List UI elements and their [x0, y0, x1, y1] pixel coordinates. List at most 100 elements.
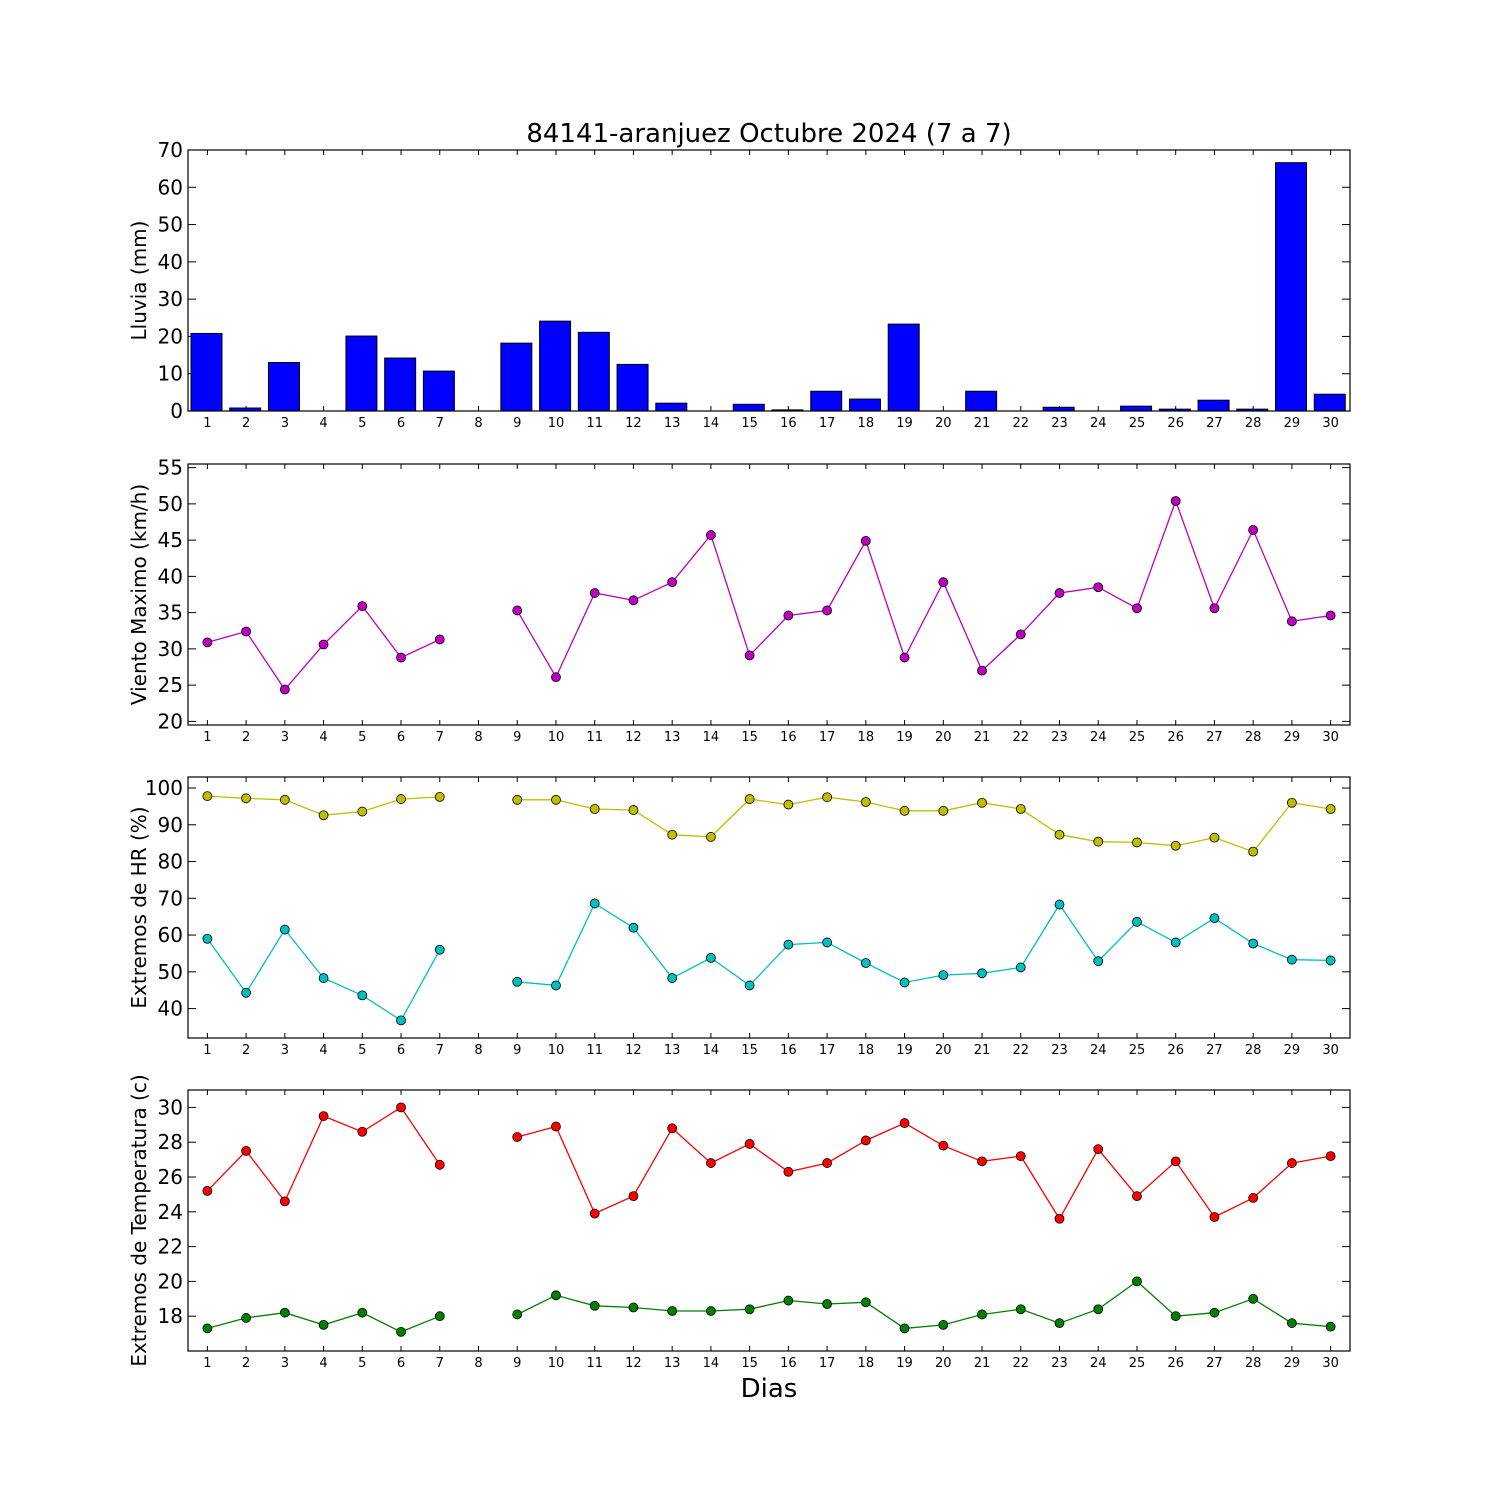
x-tick-label: 15	[741, 730, 758, 745]
plot-frame	[187, 463, 1351, 726]
x-tick-label: 11	[586, 416, 603, 431]
x-tick-label: 23	[1051, 416, 1068, 431]
y-tick-label: 10	[158, 362, 183, 386]
y-tick-label: 40	[158, 250, 183, 274]
series-line	[517, 902, 1331, 987]
x-tick-label: 4	[319, 730, 327, 745]
data-point	[783, 1295, 794, 1306]
data-point	[1325, 804, 1336, 814]
data-point	[628, 1302, 639, 1313]
data-point	[783, 799, 794, 810]
x-tick-label: 26	[1167, 1356, 1184, 1371]
y-tick-label: 20	[158, 709, 183, 733]
y-tick-label: 70	[158, 138, 183, 162]
data-point	[202, 1186, 213, 1196]
data-point	[1248, 1192, 1259, 1203]
x-tick-label: 19	[896, 1356, 913, 1371]
x-tick-label: 21	[974, 1043, 991, 1058]
x-tick-label: 10	[548, 730, 565, 745]
data-point	[977, 1309, 987, 1320]
data-point	[1015, 629, 1026, 640]
data-point	[512, 976, 523, 987]
y-tick-label: 70	[158, 886, 183, 910]
data-point	[279, 1196, 290, 1207]
y-tick-label: 20	[158, 324, 183, 348]
x-tick-label: 13	[664, 1356, 681, 1371]
x-tick-label: 3	[281, 730, 289, 745]
data-point	[667, 577, 678, 588]
data-point	[860, 797, 871, 807]
x-tick-label: 21	[974, 416, 991, 431]
x-tick-label: 26	[1167, 1043, 1184, 1058]
data-point	[1054, 1318, 1065, 1329]
x-tick-label: 30	[1322, 416, 1339, 431]
x-tick-label: 8	[474, 1043, 482, 1058]
x-tick-label: 1	[203, 730, 211, 745]
data-point	[667, 1306, 678, 1316]
y-tick-label: 50	[158, 213, 183, 237]
series-line	[517, 796, 1331, 853]
data-point	[396, 652, 406, 663]
data-point	[938, 1320, 949, 1330]
data-point	[512, 794, 523, 805]
data-point	[783, 939, 794, 950]
data-point	[279, 924, 290, 935]
x-tick-label: 6	[397, 416, 405, 431]
y-tick-label: 90	[158, 813, 183, 837]
data-point	[1248, 525, 1259, 535]
x-tick-label: 11	[586, 730, 603, 745]
data-point	[357, 806, 368, 817]
x-tick-label: 12	[625, 1356, 642, 1371]
x-tick-label: 28	[1245, 416, 1262, 431]
x-tick-label: 6	[397, 1356, 405, 1371]
data-point	[1287, 954, 1297, 965]
y-tick-label: 18	[158, 1304, 183, 1328]
y-tick-label: 24	[158, 1200, 183, 1224]
x-tick-label: 16	[780, 1043, 797, 1058]
bar	[539, 320, 572, 412]
data-point	[1248, 1293, 1259, 1304]
data-point	[1248, 846, 1259, 857]
x-tick-label: 17	[819, 1043, 836, 1058]
y-tick-label: 45	[158, 528, 183, 552]
x-tick-label: 5	[358, 1043, 366, 1058]
data-point	[1132, 603, 1142, 614]
bar	[500, 342, 533, 412]
y-tick-label: 30	[158, 287, 183, 311]
x-tick-label: 26	[1167, 416, 1184, 431]
y-tick-label: 50	[158, 492, 183, 516]
y-tick-label: 20	[158, 1269, 183, 1293]
data-point	[1132, 1276, 1142, 1287]
y-tick-label: 30	[158, 637, 183, 661]
data-point	[899, 977, 910, 988]
x-tick-label: 2	[242, 730, 250, 745]
y-tick-label: 28	[158, 1130, 183, 1154]
data-point	[202, 637, 213, 648]
data-point	[1325, 610, 1336, 621]
x-tick-label: 29	[1284, 1356, 1301, 1371]
data-point	[241, 987, 252, 998]
y-axis-label: Extremos de HR (%)	[127, 806, 151, 1008]
x-tick-label: 13	[664, 730, 681, 745]
x-tick-label: 16	[780, 1356, 797, 1371]
x-tick-label: 1	[203, 1356, 211, 1371]
bar	[422, 370, 455, 412]
data-point	[1093, 1144, 1104, 1155]
y-tick-label: 40	[158, 564, 183, 588]
data-point	[357, 601, 368, 611]
data-point	[744, 1304, 755, 1315]
x-tick-label: 12	[625, 416, 642, 431]
data-point	[279, 794, 290, 805]
data-point	[241, 793, 252, 804]
y-tick-label: 25	[158, 673, 183, 697]
y-tick-label: 50	[158, 960, 183, 984]
data-point	[938, 1140, 949, 1151]
data-point	[1287, 616, 1297, 627]
x-tick-label: 1	[203, 416, 211, 431]
data-point	[434, 1159, 445, 1170]
data-point	[667, 973, 678, 983]
x-tick-label: 4	[319, 1043, 327, 1058]
x-tick-label: 27	[1206, 1043, 1223, 1058]
